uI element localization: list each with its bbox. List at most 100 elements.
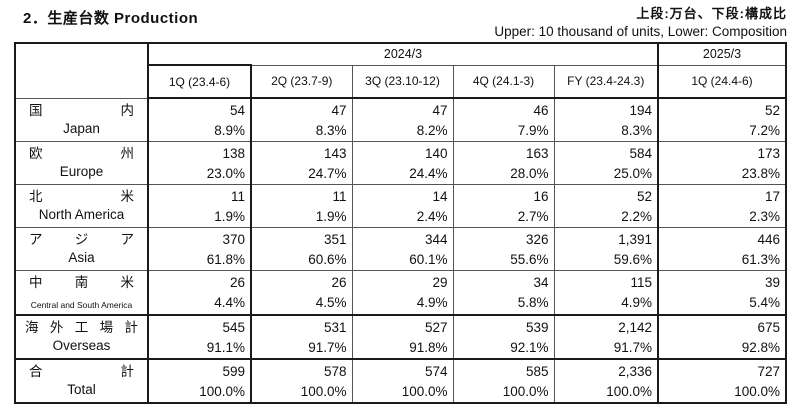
corner-cell [14, 42, 149, 99]
units-value: 727 [757, 364, 780, 379]
ratio-value: 7.9% [517, 123, 549, 138]
data-cell-overseas-q6: 675 92.8% [657, 314, 787, 360]
row-label-asia: ア ジ ア Asia [14, 227, 149, 271]
ratio-value: 91.8% [409, 340, 448, 355]
row-label-en: Japan [63, 120, 100, 136]
jp-char: ア [29, 232, 43, 247]
units-value: 47 [331, 103, 347, 118]
ratio-value: 4.5% [315, 295, 347, 310]
ratio-value: 2.2% [621, 209, 652, 224]
row-label-jp: 合計 [16, 360, 147, 380]
jp-char: 合 [29, 364, 43, 379]
ratio-value: 5.8% [517, 295, 549, 310]
data-cell-north-america-q6: 17 2.3% [657, 184, 787, 228]
ratio-value: 61.8% [206, 252, 245, 267]
ratio-value: 2.4% [416, 209, 448, 224]
units-value: 34 [533, 275, 549, 290]
row-label-en: Asia [68, 250, 95, 265]
data-cell-europe-q1: 138 23.0% [147, 141, 252, 185]
data-cell-north-america-q5: 52 2.2% [553, 184, 659, 228]
ratio-value: 100.0% [401, 384, 448, 399]
data-cell-overseas-q3: 527 91.8% [351, 314, 454, 360]
ratio-value: 8.3% [315, 123, 347, 138]
data-cell-north-america-q3: 14 2.4% [351, 184, 454, 228]
ratio-value: 2.3% [749, 209, 780, 224]
ratio-value: 91.1% [206, 340, 245, 355]
data-cell-japan-q3: 47 8.2% [351, 97, 454, 142]
units-value: 138 [222, 146, 245, 161]
ratio-value: 5.4% [749, 295, 780, 310]
row-label-en: North America [38, 207, 125, 222]
units-value: 194 [629, 103, 652, 118]
jp-char: 場 [99, 320, 114, 335]
data-cell-europe-q5: 584 25.0% [553, 141, 659, 185]
quarter-header: 4Q (24.1-3) [452, 64, 555, 99]
ratio-value: 23.0% [206, 166, 245, 181]
data-cell-europe-q4: 163 28.0% [452, 141, 555, 185]
row-label-jp: 欧州 [16, 142, 147, 162]
quarter-header: 2Q (23.7-9) [250, 64, 353, 99]
units-value: 11 [230, 189, 245, 204]
units-value: 351 [323, 232, 347, 247]
units-value: 173 [757, 146, 780, 161]
ratio-value: 100.0% [300, 384, 347, 399]
ratio-value: 8.9% [214, 123, 245, 138]
ratio-value: 91.7% [308, 340, 347, 355]
unit-note-jp: 上段:万台、下段:構成比 [636, 6, 787, 21]
ratio-value: 23.8% [741, 166, 780, 181]
row-label-europe: 欧州 Europe [14, 141, 149, 185]
ratio-value: 100.0% [199, 384, 245, 399]
ratio-value: 8.3% [621, 123, 652, 138]
quarter-header: 1Q (24.4-6) [657, 64, 787, 99]
table-body: 国内 Japan 54 8.9% 47 8.3% 47 8.2% 46 7.9% 194 8.3% 52… [14, 97, 787, 404]
ratio-value: 55.6% [510, 252, 549, 267]
units-value: 1,391 [618, 232, 652, 247]
data-cell-asia-q5: 1,391 59.6% [553, 227, 659, 271]
units-value: 163 [525, 146, 549, 161]
quarter-header: FY (23.4-24.3) [553, 64, 659, 99]
ratio-value: 1.9% [214, 209, 245, 224]
units-value: 46 [533, 103, 549, 118]
jp-char: 中 [29, 275, 43, 290]
ratio-value: 4.9% [416, 295, 448, 310]
units-value: 344 [424, 232, 448, 247]
units-value: 585 [525, 364, 549, 379]
units-value: 47 [432, 103, 448, 118]
data-cell-north-america-q4: 16 2.7% [452, 184, 555, 228]
ratio-value: 28.0% [510, 166, 549, 181]
units-value: 14 [432, 189, 448, 204]
jp-char: 海 [25, 320, 39, 335]
ratio-value: 24.7% [308, 166, 347, 181]
units-value: 578 [323, 364, 347, 379]
data-cell-central-south-america-q6: 39 5.4% [657, 270, 787, 316]
ratio-value: 92.8% [741, 340, 780, 355]
table-row-asia: ア ジ ア Asia 370 61.8% 351 60.6% 344 60.1% 326 55.6% 1… [14, 227, 787, 271]
unit-note-en: Upper: 10 thousand of units, Lower: Comp… [494, 24, 787, 39]
data-cell-total-q1: 599 100.0% [147, 358, 252, 404]
data-cell-japan-q5: 194 8.3% [553, 97, 659, 142]
row-label-en: Overseas [52, 338, 111, 353]
data-cell-japan-q4: 46 7.9% [452, 97, 555, 142]
units-value: 26 [229, 275, 245, 290]
data-cell-overseas-q2: 531 91.7% [250, 314, 353, 360]
row-label-central-south-america: 中 南 米 Central and South America [14, 270, 149, 316]
production-table: 2024/3 2025/3 1Q (23.4-6) 2Q (23.7-9) 3Q (23… [14, 42, 787, 404]
ratio-value: 25.0% [613, 166, 652, 181]
ratio-value: 59.6% [613, 252, 652, 267]
data-cell-europe-q6: 173 23.8% [657, 141, 787, 185]
data-cell-north-america-q2: 11 1.9% [250, 184, 353, 228]
data-cell-asia-q4: 326 55.6% [452, 227, 555, 271]
data-cell-europe-q3: 140 24.4% [351, 141, 454, 185]
units-value: 16 [533, 189, 549, 204]
row-label-jp: 中南米 [16, 271, 147, 291]
units-value: 2,142 [618, 320, 652, 335]
row-label-en: Total [67, 382, 96, 397]
table-row-europe: 欧州 Europe 138 23.0% 143 24.7% 140 24.4% 163 28.0%… [14, 141, 787, 185]
units-value: 574 [424, 364, 448, 379]
data-cell-north-america-q1: 11 1.9% [147, 184, 252, 228]
row-label-en: Europe [59, 164, 104, 179]
ratio-value: 60.6% [308, 252, 347, 267]
jp-char: 計 [124, 320, 139, 335]
units-value: 26 [331, 275, 347, 290]
